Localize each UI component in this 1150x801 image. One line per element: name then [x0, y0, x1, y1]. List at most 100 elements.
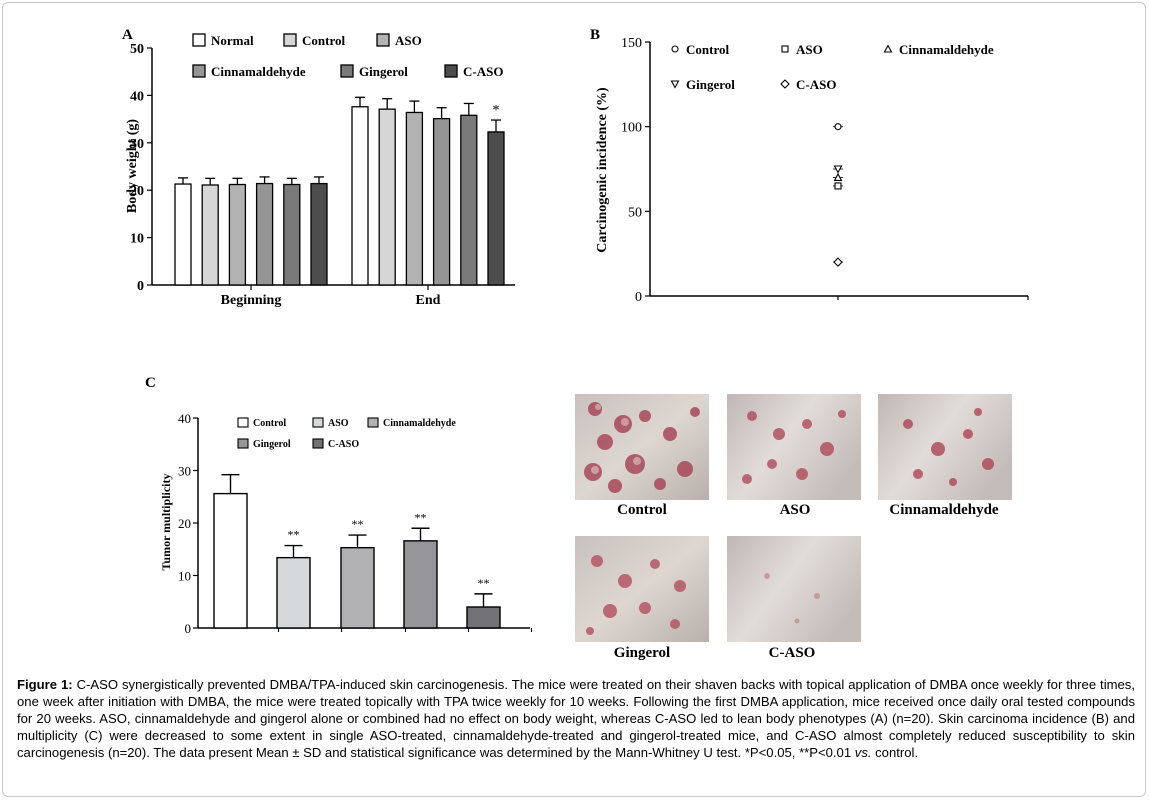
a-sig-mark: * [493, 103, 500, 118]
a-legend-label: C-ASO [463, 64, 503, 79]
b-point [833, 257, 843, 267]
caption-title: Figure 1: [17, 677, 73, 692]
a-legend-label: Normal [211, 33, 254, 48]
b-y-tick-label: 50 [628, 205, 642, 220]
b-legend-label: C-ASO [796, 77, 836, 92]
b-point [833, 172, 843, 182]
a-x-tick-label: End [416, 293, 441, 308]
b-y-tick-label: 100 [621, 121, 642, 136]
a-bar [255, 182, 274, 286]
a-y-tick-label: 0 [137, 279, 144, 294]
chart-b-carcinogenic-incidence: 0 50 100 150 Carcinogenic incidence (%) Contr… [595, 36, 1029, 305]
b-legend-label: Control [686, 42, 729, 57]
photo-label-c-aso: C-ASO [768, 645, 816, 661]
a-legend-label: ASO [395, 33, 422, 48]
a-bar [460, 114, 478, 286]
b-legend-marker [781, 45, 789, 53]
b-point [833, 165, 843, 174]
c-legend-swatch [312, 417, 324, 428]
photo-label-cinnamaldehyde: Cinnamaldehyde [889, 502, 999, 518]
c-legend-swatch [237, 417, 249, 428]
photo-label-aso: ASO [779, 502, 811, 518]
a-bar [201, 184, 219, 286]
a-bar [283, 183, 301, 286]
a-y-tick-label: 10 [130, 232, 144, 247]
c-bar [466, 606, 501, 629]
figure-caption: Figure 1: C-ASO synergistically prevente… [17, 676, 1135, 761]
a-legend-swatch [192, 33, 206, 47]
c-y-axis-label: Tumor multiplicity [159, 473, 173, 570]
a-y-tick-label: 20 [130, 184, 144, 199]
a-bar [487, 131, 505, 286]
a-bar [432, 117, 451, 286]
a-bar [378, 108, 396, 286]
photo-aso [727, 394, 861, 500]
c-y-tick-label: 40 [178, 411, 191, 426]
b-point [834, 123, 842, 131]
c-legend-label: Gingerol [253, 439, 291, 450]
c-sig-mark: ** [415, 510, 427, 524]
b-legend-label: ASO [796, 42, 823, 57]
a-x-tick-label: Beginning [221, 293, 282, 308]
b-legend-label: Gingerol [686, 77, 735, 92]
panel-label-c: C [145, 375, 156, 391]
a-bar [310, 182, 328, 286]
chart-a-body-weight: 0 10 20 30 40 50 Body weight (g) Beginning * End N… [125, 33, 515, 308]
panel-label-a: A [122, 27, 133, 43]
b-legend-marker [883, 44, 893, 53]
c-legend-label: C-ASO [328, 439, 359, 450]
c-sig-mark: ** [352, 517, 364, 531]
a-legend-label: Control [302, 33, 345, 48]
b-legend-marker [671, 45, 679, 53]
a-bar [174, 183, 192, 286]
caption-text: C-ASO synergistically prevented DMBA/TPA… [17, 677, 1135, 760]
c-legend-label: Cinnamaldehyde [383, 418, 456, 429]
a-y-tick-label: 30 [130, 137, 144, 152]
b-legend-marker [670, 80, 680, 89]
a-legend-swatch [192, 64, 206, 78]
a-legend-swatch [340, 64, 354, 78]
c-y-tick-label: 10 [178, 569, 191, 584]
c-legend-swatch [237, 438, 249, 449]
c-y-tick-label: 30 [178, 464, 191, 479]
photo-control [575, 394, 709, 500]
c-bar [276, 556, 311, 629]
b-point [834, 182, 842, 190]
a-legend-label: Cinnamaldehyde [211, 64, 306, 79]
a-y-tick-label: 50 [130, 42, 144, 57]
a-legend-swatch [283, 33, 297, 47]
b-y-axis-label: Carcinogenic incidence (%) [595, 87, 610, 253]
b-y-tick-label: 0 [635, 290, 642, 305]
c-y-tick-label: 20 [178, 516, 191, 531]
c-legend-label: Control [253, 418, 286, 429]
caption-tail: control. [871, 745, 919, 760]
c-bar [403, 540, 438, 629]
c-legend-swatch [367, 417, 379, 428]
c-bar [213, 492, 248, 629]
chart-c-tumor-multiplicity: 0 10 20 30 40 Tumor multiplicity ** ** ** ** Contr… [159, 411, 533, 636]
a-legend-swatch [376, 33, 390, 47]
c-legend-label: ASO [328, 418, 349, 429]
a-y-tick-label: 40 [130, 89, 144, 104]
a-bar [405, 111, 424, 286]
photo-cinnamaldehyde [878, 394, 1012, 500]
a-bar [228, 183, 247, 286]
b-legend-label: Cinnamaldehyde [899, 42, 994, 57]
a-bar [351, 106, 369, 286]
c-y-tick-label: 0 [185, 621, 192, 636]
a-y-axis-label: Body weight (g) [125, 119, 140, 213]
c-legend-swatch [312, 438, 324, 449]
photo-label-gingerol: Gingerol [613, 645, 671, 661]
a-legend-label: Gingerol [359, 64, 408, 79]
photo-gingerol [575, 536, 709, 642]
c-bar [340, 546, 375, 629]
a-legend-swatch [444, 64, 458, 78]
panel-label-b: B [590, 27, 600, 43]
photo-c-aso [727, 536, 861, 642]
caption-vs: vs. [854, 745, 872, 760]
c-sig-mark: ** [288, 528, 300, 542]
c-sig-mark: ** [478, 576, 490, 590]
photo-label-control: Control [617, 502, 667, 518]
b-y-tick-label: 150 [621, 36, 642, 51]
